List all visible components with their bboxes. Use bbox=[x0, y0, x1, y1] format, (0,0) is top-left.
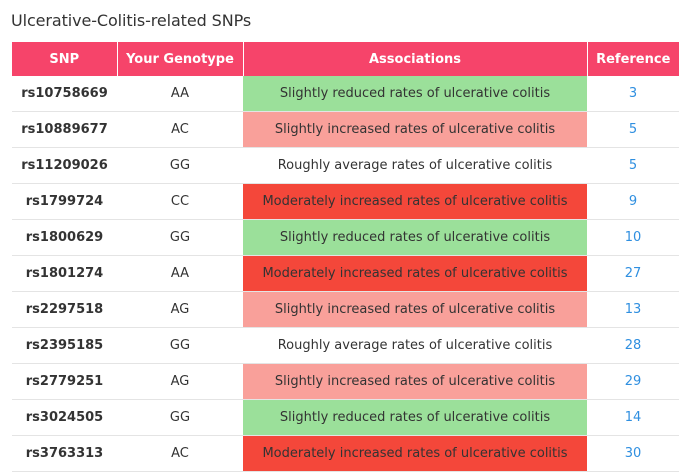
reference-link[interactable]: 14 bbox=[624, 410, 642, 425]
genotype-cell: GG bbox=[117, 327, 243, 364]
association-cell: Slightly increased rates of ulcerative c… bbox=[243, 111, 587, 148]
reference-cell: 5 bbox=[587, 111, 679, 148]
reference-cell: 10 bbox=[587, 219, 679, 256]
reference-link[interactable]: 30 bbox=[624, 446, 642, 461]
header-row: SNP Your Genotype Associations Reference bbox=[12, 42, 679, 76]
association-cell: Slightly reduced rates of ulcerative col… bbox=[243, 76, 587, 112]
reference-link[interactable]: 27 bbox=[624, 266, 642, 281]
snp-cell: rs11209026 bbox=[12, 147, 117, 184]
header-associations: Associations bbox=[243, 42, 588, 76]
genotype-cell: GG bbox=[117, 219, 243, 256]
reference-link[interactable]: 9 bbox=[628, 194, 638, 209]
reference-cell: 3 bbox=[587, 76, 679, 112]
genotype-cell: AG bbox=[117, 363, 243, 400]
table-row: rs2395185 GG Roughly average rates of ulce… bbox=[12, 327, 679, 364]
association-cell: Moderately increased rates of ulcerative… bbox=[243, 183, 587, 220]
snp-cell: rs1800629 bbox=[12, 219, 117, 256]
table-row: rs10889677 AC Slightly increased rates of … bbox=[12, 111, 679, 148]
table-row: rs10758669 AA Slightly reduced rates of ul… bbox=[12, 76, 679, 112]
reference-cell: 14 bbox=[587, 399, 679, 436]
table-row: rs1799724 CC Moderately increased rates of… bbox=[12, 183, 679, 220]
table-row: rs2779251 AG Slightly increased rates of u… bbox=[12, 363, 679, 400]
header-snp: SNP bbox=[12, 42, 118, 76]
snp-cell: rs10758669 bbox=[12, 76, 117, 112]
snp-cell: rs3763313 bbox=[12, 435, 117, 472]
reference-cell: 13 bbox=[587, 291, 679, 328]
reference-link[interactable]: 5 bbox=[628, 158, 638, 173]
table-row: rs3024505 GG Slightly reduced rates of ulc… bbox=[12, 399, 679, 436]
table-row: rs2297518 AG Slightly increased rates of u… bbox=[12, 291, 679, 328]
genotype-cell: GG bbox=[117, 147, 243, 184]
association-cell: Roughly average rates of ulcerative coli… bbox=[243, 327, 587, 364]
genotype-cell: AC bbox=[117, 111, 243, 148]
table-row: rs1801274 AA Moderately increased rates of… bbox=[12, 255, 679, 292]
genotype-cell: CC bbox=[117, 183, 243, 220]
header-your-genotype: Your Genotype bbox=[117, 42, 244, 76]
table-row: rs11209026 GG Roughly average rates of ulc… bbox=[12, 147, 679, 184]
reference-cell: 9 bbox=[587, 183, 679, 220]
reference-cell: 5 bbox=[587, 147, 679, 184]
reference-link[interactable]: 29 bbox=[624, 374, 642, 389]
snp-cell: rs2779251 bbox=[12, 363, 117, 400]
reference-link[interactable]: 28 bbox=[624, 338, 642, 353]
association-cell: Roughly average rates of ulcerative coli… bbox=[243, 147, 587, 184]
snp-table: SNP Your Genotype Associations Reference… bbox=[12, 42, 679, 472]
table-row: rs1800629 GG Slightly reduced rates of ulc… bbox=[12, 219, 679, 256]
snp-cell: rs10889677 bbox=[12, 111, 117, 148]
association-cell: Slightly increased rates of ulcerative c… bbox=[243, 363, 587, 400]
snp-cell: rs2395185 bbox=[12, 327, 117, 364]
snp-cell: rs1801274 bbox=[12, 255, 117, 292]
header-reference: Reference bbox=[587, 42, 679, 76]
table-header: SNP Your Genotype Associations Reference bbox=[12, 42, 679, 76]
snp-cell: rs2297518 bbox=[12, 291, 117, 328]
reference-cell: 27 bbox=[587, 255, 679, 292]
association-cell: Slightly reduced rates of ulcerative col… bbox=[243, 219, 587, 256]
genotype-cell: AC bbox=[117, 435, 243, 472]
reference-cell: 28 bbox=[587, 327, 679, 364]
association-cell: Slightly increased rates of ulcerative c… bbox=[243, 291, 587, 328]
genotype-cell: AG bbox=[117, 291, 243, 328]
association-cell: Moderately increased rates of ulcerative… bbox=[243, 255, 587, 292]
reference-link[interactable]: 3 bbox=[628, 86, 638, 101]
genotype-cell: AA bbox=[117, 76, 243, 112]
snp-cell: rs3024505 bbox=[12, 399, 117, 436]
reference-cell: 30 bbox=[587, 435, 679, 472]
reference-link[interactable]: 13 bbox=[624, 302, 642, 317]
genotype-cell: GG bbox=[117, 399, 243, 436]
page-title: Ulcerative-Colitis-related SNPs bbox=[11, 11, 252, 30]
reference-link[interactable]: 5 bbox=[628, 122, 638, 137]
table-body: rs10758669 AA Slightly reduced rates of ul… bbox=[12, 76, 679, 472]
reference-link[interactable]: 10 bbox=[624, 230, 642, 245]
table-row: rs3763313 AC Moderately increased rates of… bbox=[12, 435, 679, 472]
association-cell: Slightly reduced rates of ulcerative col… bbox=[243, 399, 587, 436]
genotype-cell: AA bbox=[117, 255, 243, 292]
snp-cell: rs1799724 bbox=[12, 183, 117, 220]
association-cell: Moderately increased rates of ulcerative… bbox=[243, 435, 587, 472]
reference-cell: 29 bbox=[587, 363, 679, 400]
